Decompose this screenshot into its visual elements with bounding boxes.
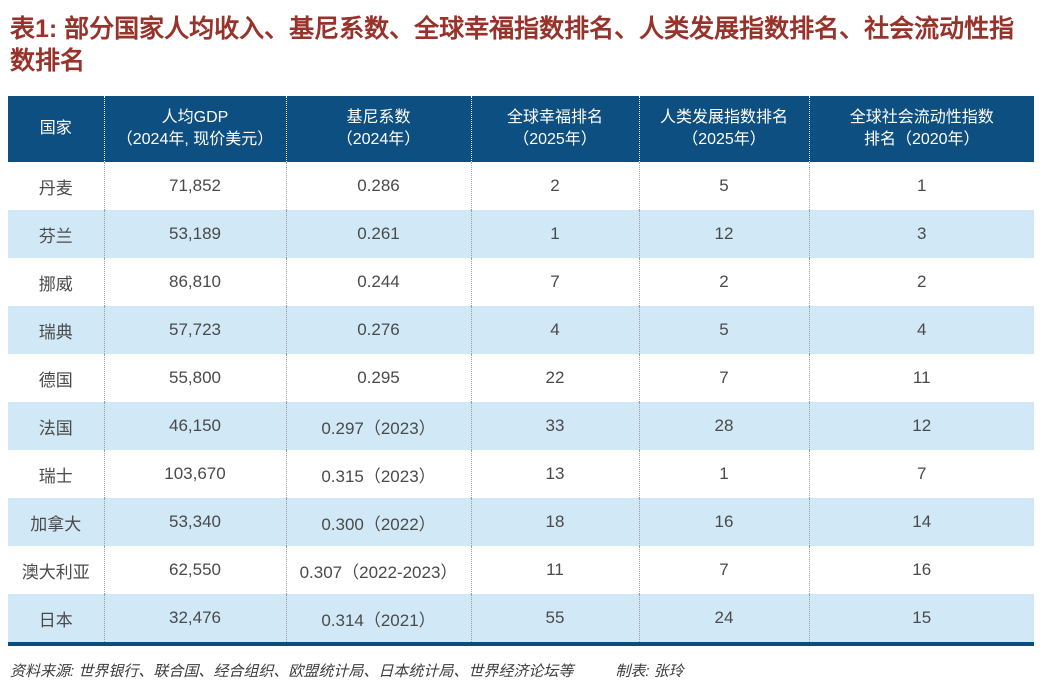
table-row: 瑞士 103,670 0.315（2023） 13 1 7: [8, 450, 1034, 498]
footer-note: 资料来源: 世界银行、联合国、经合组织、欧盟统计局、日本统计局、世界经济论坛等 …: [10, 660, 1034, 681]
value-cell: 1: [638, 450, 809, 498]
table-row: 法国 46,150 0.297（2023） 33 28 12: [8, 402, 1034, 450]
header-line: （2025年）: [682, 131, 766, 148]
value-cell: 55,800: [103, 354, 286, 402]
value-cell: 46,150: [103, 402, 286, 450]
value-cell: 13: [470, 450, 639, 498]
header-line: （2025年）: [513, 131, 597, 148]
column-header-gdp-per-capita: 人均GDP （2024年, 现价美元）: [103, 96, 286, 162]
country-cell: 挪威: [38, 274, 73, 294]
column-header-gini: 基尼系数 （2024年）: [285, 96, 471, 162]
table-row: 澳大利亚 62,550 0.307（2022-2023） 11 7 16: [8, 546, 1034, 594]
value-cell: 0.276: [285, 306, 471, 354]
header-line: （2024年, 现价美元）: [116, 131, 274, 148]
table-row: 加拿大 53,340 0.300（2022） 18 16 14: [8, 498, 1034, 546]
column-header-hdi-rank: 人类发展指数排名 （2025年）: [638, 96, 809, 162]
value-cell: 3: [808, 210, 1034, 258]
value-cell: 2: [808, 258, 1034, 306]
data-table: 国家 人均GDP （2024年, 现价美元） 基尼系数 （2024年） 全球幸福…: [8, 96, 1034, 646]
value-cell: 11: [808, 354, 1034, 402]
country-cell: 瑞士: [38, 466, 73, 486]
value-cell: 1: [470, 210, 639, 258]
value-cell: 12: [808, 402, 1034, 450]
header-line: 全球社会流动性指数: [849, 109, 994, 126]
value-cell: 12: [638, 210, 809, 258]
column-header-happiness-rank: 全球幸福排名 （2025年）: [470, 96, 639, 162]
header-line: 国家: [39, 120, 72, 137]
country-cell: 澳大利亚: [21, 562, 90, 582]
figure-title: 表1: 部分国家人均收入、基尼系数、全球幸福指数排名、人类发展指数排名、社会流动…: [10, 15, 1015, 75]
value-cell: 0.314（2021）: [285, 594, 471, 644]
table-row: 芬兰 53,189 0.261 1 12 3: [8, 210, 1034, 258]
value-cell: 0.307（2022-2023）: [285, 546, 471, 594]
table-row: 挪威 86,810 0.244 7 2 2: [8, 258, 1034, 306]
value-cell: 0.261: [285, 210, 471, 258]
table-row: 德国 55,800 0.295 22 7 11: [8, 354, 1034, 402]
header-line: 人类发展指数排名: [659, 109, 788, 126]
value-cell: 55: [470, 594, 639, 644]
value-cell: 4: [808, 306, 1034, 354]
header-line: 全球幸福排名: [506, 109, 603, 126]
value-cell: 22: [470, 354, 639, 402]
value-cell: 7: [638, 546, 809, 594]
table-row: 瑞典 57,723 0.276 4 5 4: [8, 306, 1034, 354]
table-row: 丹麦 71,852 0.286 2 5 1: [8, 162, 1034, 210]
table-header: 国家 人均GDP （2024年, 现价美元） 基尼系数 （2024年） 全球幸福…: [8, 96, 1034, 162]
value-cell: 0.286: [285, 162, 471, 210]
header-row: 国家 人均GDP （2024年, 现价美元） 基尼系数 （2024年） 全球幸福…: [8, 96, 1034, 162]
value-cell: 16: [638, 498, 809, 546]
value-cell: 7: [808, 450, 1034, 498]
column-header-country: 国家: [8, 96, 104, 162]
value-cell: 103,670: [103, 450, 286, 498]
country-cell: 德国: [38, 370, 73, 390]
source-note: 资料来源: 世界银行、联合国、经合组织、欧盟统计局、日本统计局、世界经济论坛等: [10, 663, 574, 680]
value-cell: 33: [470, 402, 639, 450]
country-cell: 芬兰: [8, 210, 104, 258]
value-cell: 28: [638, 402, 809, 450]
column-header-social-mobility-rank: 全球社会流动性指数 排名（2020年）: [808, 96, 1034, 162]
value-cell: 32,476: [103, 594, 286, 644]
value-cell: 24: [638, 594, 809, 644]
value-cell: 0.315（2023）: [285, 450, 471, 498]
header-line: 人均GDP: [161, 109, 229, 126]
country-cell: 加拿大: [8, 498, 104, 546]
value-cell: 0.295: [285, 354, 471, 402]
value-cell: 4: [470, 306, 639, 354]
value-cell: 0.300（2022）: [285, 498, 471, 546]
value-cell: 7: [470, 258, 639, 306]
value-cell: 5: [638, 306, 809, 354]
country-cell: 瑞典: [8, 306, 104, 354]
value-cell: 15: [808, 594, 1034, 644]
value-cell: 71,852: [103, 162, 286, 210]
header-line: （2024年）: [336, 131, 421, 148]
table-row: 日本 32,476 0.314（2021） 55 24 15: [8, 594, 1034, 644]
value-cell: 57,723: [103, 306, 286, 354]
value-cell: 62,550: [103, 546, 286, 594]
country-cell: 日本: [8, 594, 104, 644]
value-cell: 14: [808, 498, 1034, 546]
value-cell: 0.244: [285, 258, 471, 306]
header-line: 基尼系数: [346, 109, 411, 126]
credit-note: 制表: 张玲: [615, 663, 684, 680]
value-cell: 2: [638, 258, 809, 306]
value-cell: 0.297（2023）: [285, 402, 471, 450]
header-line: 排名（2020年）: [863, 131, 980, 148]
value-cell: 1: [808, 162, 1034, 210]
value-cell: 53,340: [103, 498, 286, 546]
value-cell: 16: [808, 546, 1034, 594]
value-cell: 53,189: [103, 210, 286, 258]
value-cell: 86,810: [103, 258, 286, 306]
value-cell: 18: [470, 498, 639, 546]
table-body: 丹麦 71,852 0.286 2 5 1 芬兰 53,189 0.261 1 12 3 挪威 86,81…: [8, 162, 1034, 644]
value-cell: 2: [470, 162, 639, 210]
value-cell: 5: [638, 162, 809, 210]
value-cell: 7: [638, 354, 809, 402]
value-cell: 11: [470, 546, 639, 594]
country-cell: 法国: [8, 402, 104, 450]
country-cell: 丹麦: [38, 178, 73, 198]
